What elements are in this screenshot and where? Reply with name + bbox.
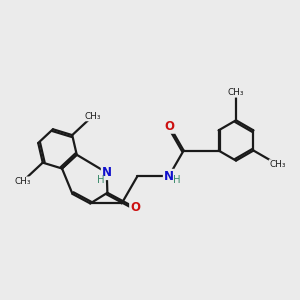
- Text: CH₃: CH₃: [14, 177, 31, 186]
- Text: H: H: [173, 176, 180, 185]
- Text: O: O: [130, 201, 140, 214]
- Text: CH₃: CH₃: [228, 88, 244, 97]
- Text: H: H: [97, 175, 105, 184]
- Text: CH₃: CH₃: [84, 112, 101, 121]
- Text: O: O: [165, 120, 175, 133]
- Text: N: N: [164, 170, 174, 183]
- Text: CH₃: CH₃: [269, 160, 286, 169]
- Text: N: N: [102, 166, 112, 179]
